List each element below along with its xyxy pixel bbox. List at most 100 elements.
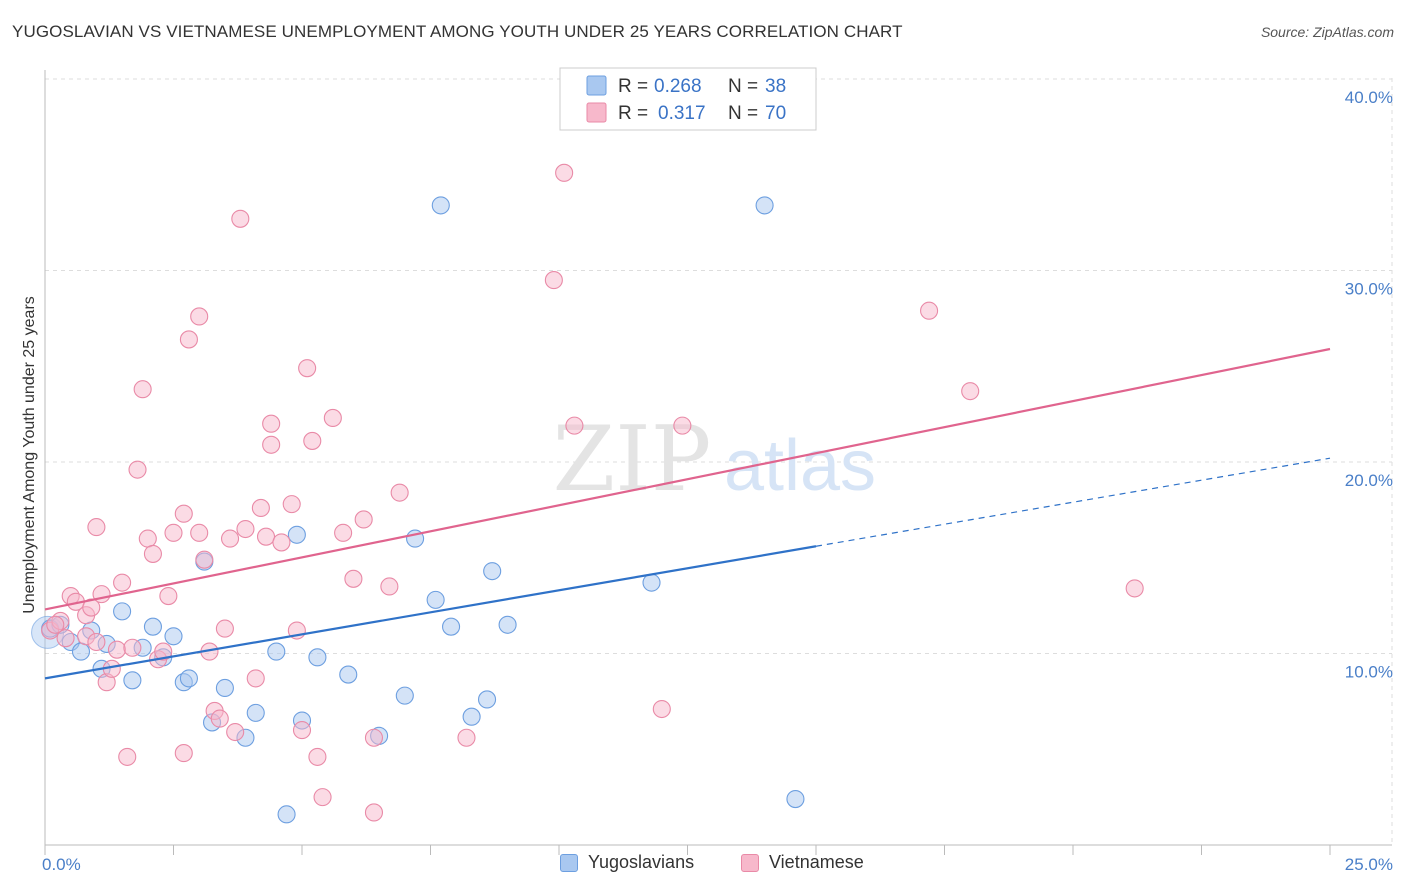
y-axis-label: Unemployment Among Youth under 25 years	[21, 296, 38, 614]
data-point-vietnamese	[118, 747, 137, 766]
data-point-vietnamese	[673, 416, 692, 435]
data-point-yugoslavians	[179, 669, 198, 688]
trend-line-vietnamese	[44, 347, 1331, 611]
data-point-vietnamese	[323, 408, 342, 428]
data-point-vietnamese	[128, 460, 147, 479]
data-point-vietnamese	[544, 271, 563, 290]
data-point-vietnamese	[143, 544, 162, 563]
data-point-yugoslavians	[339, 665, 358, 684]
data-point-vietnamese	[354, 510, 373, 529]
data-point-yugoslavians	[267, 642, 286, 661]
y-tick-label: 20.0%	[1345, 471, 1393, 490]
data-point-yugoslavians	[113, 602, 132, 621]
data-point-vietnamese	[220, 529, 240, 548]
y-tick-label: 10.0%	[1345, 663, 1393, 682]
data-point-vietnamese	[652, 699, 671, 719]
data-point-vietnamese	[457, 728, 476, 747]
data-point-vietnamese	[190, 523, 209, 542]
data-point-vietnamese	[308, 747, 327, 766]
legend-swatch-yugoslavians	[586, 75, 607, 96]
source-label: Source: ZipAtlas.com	[1260, 24, 1394, 40]
legend-swatch-vietnamese	[586, 102, 607, 123]
x-tick-label: 25.0%	[1345, 855, 1393, 874]
data-point-yugoslavians	[786, 789, 805, 809]
data-point-yugoslavians	[277, 805, 296, 824]
data-point-yugoslavians	[442, 617, 461, 636]
data-point-vietnamese	[334, 523, 353, 542]
data-point-yugoslavians	[462, 707, 481, 726]
data-point-vietnamese	[262, 435, 281, 454]
y-tick-label: 40.0%	[1345, 88, 1393, 107]
data-point-vietnamese	[154, 642, 173, 661]
data-point-vietnamese	[344, 569, 363, 588]
data-point-vietnamese	[920, 301, 939, 320]
data-point-yugoslavians	[755, 196, 774, 215]
data-point-vietnamese	[87, 518, 106, 537]
data-point-vietnamese	[107, 640, 127, 659]
x-tick-label: 0.0%	[42, 855, 81, 874]
data-point-vietnamese	[364, 728, 384, 747]
data-point-yugoslavians	[71, 642, 91, 661]
data-point-vietnamese	[174, 504, 193, 523]
data-point-yugoslavians	[477, 690, 497, 709]
legend-n-label-1: N =	[728, 76, 758, 97]
data-point-vietnamese	[272, 533, 291, 552]
data-point-vietnamese	[251, 498, 270, 518]
data-point-vietnamese	[380, 577, 399, 596]
data-point-yugoslavians	[246, 703, 265, 722]
data-point-vietnamese	[262, 414, 281, 433]
data-point-vietnamese	[56, 629, 75, 648]
watermark: ZIP atlas	[553, 407, 876, 512]
data-point-vietnamese	[303, 431, 322, 450]
legend-swatch	[741, 853, 759, 872]
data-point-vietnamese	[179, 330, 198, 349]
legend-n-value-1: 38	[765, 76, 786, 97]
legend-item-yugoslavians: Yugoslavians	[560, 852, 694, 873]
data-point-vietnamese	[364, 803, 384, 822]
trend-line-yugoslavians	[44, 545, 817, 680]
data-point-vietnamese	[138, 529, 157, 548]
data-point-vietnamese	[390, 483, 409, 502]
data-point-vietnamese	[231, 209, 250, 228]
data-point-vietnamese	[961, 382, 980, 401]
axes	[44, 70, 1392, 855]
data-point-vietnamese	[133, 380, 152, 399]
legend-swatch	[560, 853, 578, 872]
legend-r-label-2: R =	[618, 103, 648, 124]
legend-n-value-2: 70	[765, 103, 786, 124]
data-point-vietnamese	[46, 615, 65, 634]
data-point-yugoslavians	[642, 573, 661, 592]
y-tick-label: 30.0%	[1345, 280, 1393, 299]
tick-labels: 10.0% 20.0% 30.0% 40.0% 0.0% 25.0%	[42, 88, 1393, 874]
legend-box: R = 0.268 N = 38 R = 0.317 N = 70	[559, 67, 817, 131]
legend-r-value-1: 0.268	[654, 76, 702, 97]
data-point-vietnamese	[174, 744, 193, 763]
data-point-vietnamese	[210, 709, 229, 728]
data-point-yugoslavians	[143, 617, 162, 636]
data-point-vietnamese	[246, 669, 265, 688]
data-point-vietnamese	[292, 721, 312, 740]
data-point-vietnamese	[256, 527, 276, 546]
data-point-vietnamese	[164, 523, 183, 542]
legend-r-label-1: R =	[618, 76, 648, 97]
legend-label-yugoslavians: Yugoslavians	[588, 852, 695, 872]
data-point-vietnamese	[123, 638, 142, 657]
data-point-yugoslavians	[123, 671, 142, 690]
data-point-yugoslavians	[164, 627, 183, 646]
trend-lines	[44, 347, 1331, 680]
data-point-vietnamese	[190, 307, 209, 326]
data-point-vietnamese	[159, 586, 178, 606]
data-point-vietnamese	[113, 573, 132, 592]
data-point-yugoslavians	[426, 590, 445, 609]
data-point-yugoslavians	[215, 678, 234, 698]
data-point-vietnamese	[298, 359, 317, 378]
data-point-vietnamese	[236, 519, 255, 539]
data-points	[31, 163, 1144, 824]
watermark-atlas: atlas	[724, 426, 876, 506]
data-point-vietnamese	[555, 163, 574, 182]
data-point-yugoslavians	[287, 525, 306, 544]
data-point-yugoslavians	[431, 196, 450, 215]
data-point-vietnamese	[226, 722, 245, 742]
data-point-vietnamese	[195, 550, 214, 569]
